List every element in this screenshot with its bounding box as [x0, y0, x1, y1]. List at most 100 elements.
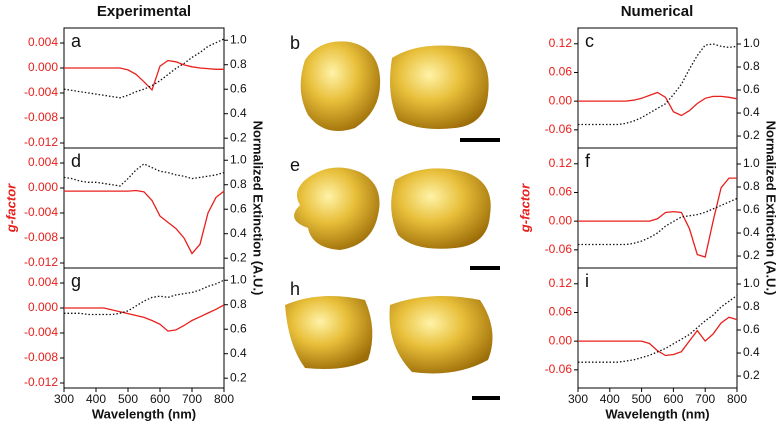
y-tick-label: 0.000 [28, 300, 58, 314]
y-tick-label: 0.06 [549, 185, 573, 199]
x-tick-label: 600 [150, 392, 170, 406]
y-tick-label: -0.06 [545, 242, 573, 256]
x-tick-label: 500 [632, 392, 652, 406]
y2-tick-label: 0.8 [743, 59, 760, 73]
y2-axis-label: Normalized Extinction (A.U.) [251, 121, 266, 296]
y2-tick-label: 0.2 [743, 248, 760, 262]
y2-tick-label: 0.6 [230, 81, 247, 95]
y-tick-label: 0.00 [549, 333, 573, 347]
particle [389, 296, 493, 374]
panel-label: e [290, 155, 300, 175]
x-tick-label: 500 [118, 392, 138, 406]
y-tick-label: 0.000 [28, 180, 58, 194]
y-tick-label: 0.12 [549, 36, 573, 50]
panel-label: c [585, 31, 594, 51]
panel-label: g [71, 271, 81, 291]
y2-tick-label: 0.4 [743, 105, 760, 119]
panel-label: i [585, 271, 589, 291]
y-axis-label: g-factor [3, 183, 18, 233]
particle [390, 45, 489, 129]
y2-tick-label: 0.8 [230, 297, 247, 311]
y2-axis-label: Normalized Extinction (A.U.) [764, 121, 779, 296]
x-tick-label: 600 [663, 392, 683, 406]
data-line [64, 304, 225, 332]
plot-frame [577, 27, 738, 149]
x-tick-label: 300 [54, 392, 74, 406]
y-tick-label: -0.012 [24, 255, 58, 269]
y-tick-label: -0.012 [24, 135, 58, 149]
plot-frame [63, 147, 225, 269]
data-line [64, 59, 224, 92]
y-tick-label: 0.06 [549, 65, 573, 79]
y-tick-label: 0.06 [549, 305, 573, 319]
data-line [578, 43, 738, 126]
y2-tick-label: 1.0 [743, 156, 760, 170]
data-line [64, 189, 225, 255]
y-tick-label: -0.06 [545, 362, 573, 376]
y2-tick-label: 0.6 [743, 202, 760, 216]
y2-tick-label: 1.0 [743, 276, 760, 290]
y-tick-label: 0.00 [549, 93, 573, 107]
y2-tick-label: 0.4 [743, 345, 760, 359]
y-tick-label: 0.000 [28, 60, 58, 74]
plot-frame [577, 147, 738, 269]
panel-label: h [290, 279, 300, 299]
y2-tick-label: 0.2 [230, 250, 247, 264]
y2-tick-label: 0.2 [230, 130, 247, 144]
data-line [578, 294, 738, 363]
y2-tick-label: 0.8 [230, 57, 247, 71]
y-tick-label: -0.012 [24, 375, 58, 389]
y2-tick-label: 0.4 [230, 226, 247, 240]
panel-label: a [71, 31, 82, 51]
x-axis-label: Wavelength (nm) [605, 406, 709, 421]
y2-tick-label: 0.2 [743, 128, 760, 142]
y2-tick-label: 0.4 [230, 346, 247, 360]
data-line [63, 163, 225, 187]
x-tick-label: 700 [695, 392, 715, 406]
y2-tick-label: 0.4 [743, 225, 760, 239]
y-tick-label: -0.008 [24, 110, 58, 124]
x-tick-label: 800 [214, 392, 234, 406]
particle [391, 168, 491, 249]
particle [294, 167, 380, 250]
y-tick-label: 0.004 [28, 35, 58, 49]
x-tick-label: 400 [600, 392, 620, 406]
data-line [578, 177, 737, 258]
y-tick-label: 0.12 [549, 276, 573, 290]
y-tick-label: -0.06 [545, 122, 573, 136]
y2-tick-label: 0.4 [230, 106, 247, 120]
y2-tick-label: 0.6 [743, 82, 760, 96]
panel-label: d [71, 151, 81, 171]
y2-tick-label: 0.8 [743, 179, 760, 193]
data-line [578, 91, 738, 117]
y2-tick-label: 1.0 [230, 272, 247, 286]
x-tick-label: 800 [727, 392, 747, 406]
plot-frame [63, 27, 225, 149]
y2-tick-label: 0.6 [230, 201, 247, 215]
y-tick-label: 0.00 [549, 213, 573, 227]
y-axis-label: g-factor [517, 183, 532, 233]
x-tick-label: 300 [568, 392, 588, 406]
particle [300, 41, 381, 132]
y2-tick-label: 1.0 [230, 32, 247, 46]
y2-tick-label: 0.8 [743, 299, 760, 313]
y2-tick-label: 1.0 [743, 36, 760, 50]
data-line [578, 316, 738, 357]
y-tick-label: -0.004 [24, 325, 58, 339]
data-line [64, 279, 225, 316]
particle [285, 296, 373, 369]
y-tick-label: 0.12 [549, 156, 573, 170]
x-tick-label: 700 [182, 392, 202, 406]
y-tick-label: -0.004 [24, 85, 58, 99]
plot-frame [63, 267, 225, 389]
y-tick-label: -0.008 [24, 230, 58, 244]
y-tick-label: -0.004 [24, 205, 58, 219]
heading: Numerical [621, 3, 694, 20]
data-line [578, 197, 738, 246]
y2-tick-label: 0.6 [743, 322, 760, 336]
y2-tick-label: 1.0 [230, 152, 247, 166]
plot-frame [577, 267, 738, 389]
y-tick-label: 0.004 [28, 275, 58, 289]
heading: Experimental [97, 3, 191, 20]
